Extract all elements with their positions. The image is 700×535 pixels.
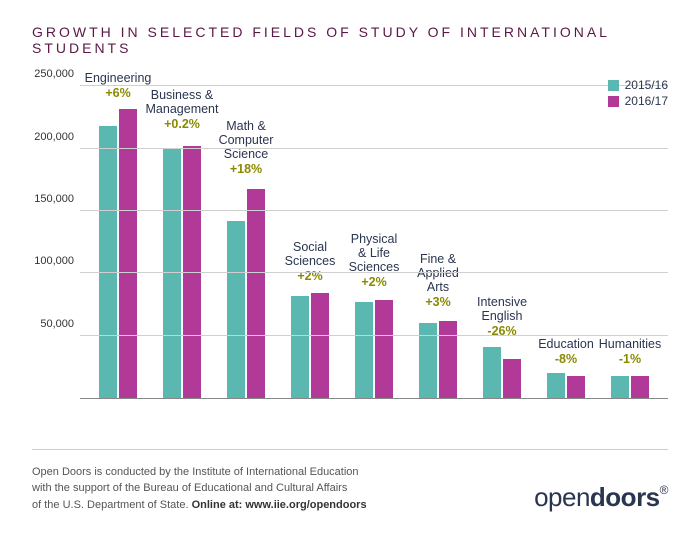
gridline [80,272,668,273]
y-axis-label: 150,000 [34,193,74,205]
legend-item-0: 2015/16 [608,78,668,92]
bar [291,296,309,398]
gridline [80,335,668,336]
chart: Engineering+6%Business &Management+0.2%M… [32,74,668,419]
bar [611,376,629,398]
legend-label-0: 2015/16 [625,78,668,92]
credit-line-3-plain: of the U.S. Department of State. [32,499,192,511]
y-axis-label: 250,000 [34,68,74,80]
bar [547,373,565,398]
bars-container: Engineering+6%Business &Management+0.2%M… [80,74,668,398]
category-label: IntensiveEnglish-26% [464,295,541,338]
gridline [80,85,668,86]
bar-group: Business &Management+0.2% [150,74,214,398]
credit-line-3: of the U.S. Department of State. Online … [32,497,367,514]
bar [99,126,117,398]
credit-line-1: Open Doors is conducted by the Institute… [32,464,367,481]
y-axis-label: 100,000 [34,255,74,267]
bar [439,321,457,398]
bar [227,221,245,398]
category-label-line: Fine & [400,252,477,266]
bar [567,376,585,398]
logo-doors: doors [590,482,660,512]
category-label-line: Computer [208,133,285,147]
credit-text: Open Doors is conducted by the Institute… [32,464,367,514]
credit-line-3-bold: Online at: www.iie.org/opendoors [192,499,367,511]
plot-area: Engineering+6%Business &Management+0.2%M… [80,74,668,399]
bar [631,376,649,398]
category-label-line: Science [208,147,285,161]
growth-label: +18% [208,162,285,176]
growth-label: -1% [592,352,669,366]
legend-label-1: 2016/17 [625,94,668,108]
credit-line-2: with the support of the Bureau of Educat… [32,480,367,497]
bar-group: Education-8% [534,74,598,398]
footer: Open Doors is conducted by the Institute… [32,449,668,514]
bar [375,300,393,398]
bar-group: Math &ComputerScience+18% [214,74,278,398]
y-axis-label: 50,000 [40,318,74,330]
gridline [80,148,668,149]
category-label-line: Business & [144,88,221,102]
category-label-line: Engineering [80,71,157,85]
legend-swatch-0 [608,80,619,91]
category-label: Humanities-1% [592,337,669,366]
category-label-line: Math & [208,119,285,133]
opendoors-logo: opendoors® [534,482,668,513]
page: GROWTH IN SELECTED FIELDS OF STUDY OF IN… [0,0,700,535]
bar [311,293,329,398]
bar [247,189,265,398]
gridline [80,210,668,211]
y-axis-label: 200,000 [34,131,74,143]
legend-item-1: 2016/17 [608,94,668,108]
bar [503,359,521,398]
category-label-line: Management [144,102,221,116]
legend: 2015/16 2016/17 [608,78,668,110]
bar-group: Engineering+6% [86,74,150,398]
category-label-line: Intensive [464,295,541,309]
logo-open: open [534,482,590,512]
bar-group: IntensiveEnglish-26% [470,74,534,398]
bar [119,109,137,398]
category-label-line: English [464,309,541,323]
bar-group: SocialSciences+2% [278,74,342,398]
legend-swatch-1 [608,96,619,107]
category-label-line: Physical [336,232,413,246]
bar [355,302,373,398]
chart-title: GROWTH IN SELECTED FIELDS OF STUDY OF IN… [32,24,668,56]
bar [483,347,501,398]
bar-group: Physical& LifeSciences+2% [342,74,406,398]
bar-group: Humanities-1% [598,74,662,398]
category-label-line: Arts [400,280,477,294]
logo-registered-icon: ® [660,483,668,497]
category-label-line: Humanities [592,337,669,351]
growth-label: -26% [464,324,541,338]
bar-group: Fine &AppliedArts+3% [406,74,470,398]
